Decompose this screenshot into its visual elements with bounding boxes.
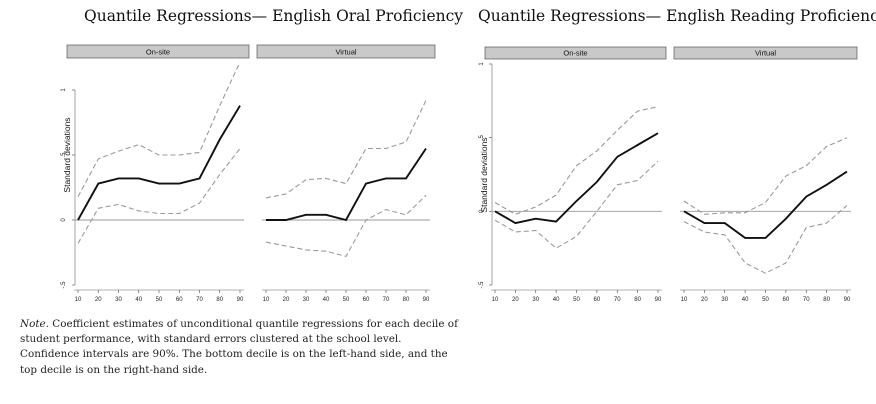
chart1-panel0-x-tick-label: 90	[655, 297, 662, 303]
chart1-panel0-ci-upper-line	[494, 106, 659, 215]
chart0-y-tick-label: 0	[61, 218, 67, 222]
chart0-panel1-x-tick-label: 50	[343, 297, 350, 303]
chart0-y-axis-label: Standard deviations	[62, 117, 72, 192]
chart0-panel0-ci-lower-line	[77, 148, 241, 244]
chart1-panel1-strip	[673, 46, 858, 60]
chart1-panel1-ci-upper-line	[683, 137, 848, 215]
chart1-panel0-strip-label: On-site	[563, 49, 587, 58]
chart0-panel1-x-tick-label: 70	[383, 297, 390, 303]
chart0-panel1-x-tick-label: 20	[283, 297, 290, 303]
figure-title-oral: Quantile Regressions— English Oral Profi…	[84, 7, 464, 25]
chart0-panel0-x-tick-label: 90	[237, 297, 244, 303]
chart0-panel0-strip	[66, 44, 250, 59]
chart0-panel1-ci-upper-line	[265, 100, 427, 199]
note-text: Coefficient estimates of unconditional q…	[20, 318, 458, 376]
figure-title-reading: Quantile Regressions— English Reading Pr…	[478, 7, 876, 25]
chart1-y-tick-label: -.5	[479, 281, 485, 289]
chart0-panel1-strip	[256, 44, 436, 59]
chart1-y-tick-label: 0	[479, 209, 485, 213]
chart1-panel0-x-tick-label: 50	[573, 297, 580, 303]
chart0-y-tick-label: .5	[61, 152, 67, 158]
chart1-y-tick-label: 1	[479, 62, 485, 66]
chart1-y-axis-label: Standard deviations	[479, 137, 489, 212]
chart1-panel1-estimate-line	[683, 170, 848, 239]
chart1-panel0-x-tick-label: 30	[532, 297, 539, 303]
chart1-panel1-x-tick-label: 70	[803, 297, 810, 303]
chart0-panel1-x-tick-label: 30	[303, 297, 310, 303]
chart0-panel1-ci-lower-line	[265, 194, 427, 258]
chart0-y-tick-label: 1	[61, 88, 67, 92]
chart1-panel1-x-tick-label: 30	[721, 297, 728, 303]
chart0-panel0-x-tick-label: 80	[216, 297, 223, 303]
chart1-panel1-x-tick-label: 40	[742, 297, 749, 303]
chart0-panel0-estimate-line	[77, 105, 241, 221]
chart0-panel1-x-tick-label: 10	[263, 297, 270, 303]
chart1-panel1-x-tick-label: 50	[762, 297, 769, 303]
chart0-y-tick-label: -.5	[61, 281, 67, 289]
chart1-panel0-x-tick-label: 70	[614, 297, 621, 303]
chart0-panel0-strip-label: On-site	[146, 48, 170, 57]
chart0-panel0-x-tick-label: 30	[115, 297, 122, 303]
chart1-panel0-x-tick-label: 60	[594, 297, 601, 303]
chart1-panel0-x-tick-label: 40	[553, 297, 560, 303]
note-label: Note.	[20, 318, 49, 330]
chart0-panel0-x-tick-label: 70	[196, 297, 203, 303]
chart0-panel1-estimate-line	[266, 147, 427, 222]
chart1-panel0-x-tick-label: 80	[634, 297, 641, 303]
chart0-panel0-x-tick-label: 10	[75, 297, 82, 303]
chart0-panel0-x-tick-label: 40	[135, 297, 142, 303]
chart1-panel1-ci-lower-line	[683, 204, 848, 274]
figure-note: Note. Coefficient estimates of unconditi…	[20, 317, 460, 378]
chart0-panel0-x-tick-label: 50	[156, 297, 163, 303]
chart0-panel1-x-tick-label: 60	[363, 297, 370, 303]
chart1-panel1-x-tick-label: 90	[844, 297, 851, 303]
chart1-panel1-x-tick-label: 20	[701, 297, 708, 303]
chart1-y-tick-label: .5	[479, 135, 485, 141]
chart1-panel1-x-tick-label: 10	[681, 297, 688, 303]
chart0-panel0-x-tick-label: 20	[95, 297, 102, 303]
chart0-panel1-strip-label: Virtual	[335, 48, 356, 57]
chart1-panel0-strip	[484, 46, 667, 60]
chart1-panel1-x-tick-label: 60	[783, 297, 790, 303]
chart1-panel0-x-tick-label: 20	[512, 297, 519, 303]
chart1-panel0-x-tick-label: 10	[492, 297, 499, 303]
chart1-panel1-x-tick-label: 80	[823, 297, 830, 303]
chart0-panel0-x-tick-label: 60	[176, 297, 183, 303]
chart0-panel1-x-tick-label: 80	[403, 297, 410, 303]
chart0-panel1-x-tick-label: 90	[423, 297, 430, 303]
chart0-panel0-ci-upper-line	[77, 61, 241, 197]
chart1-panel0-ci-lower-line	[494, 160, 659, 249]
chart0-panel1-x-tick-label: 40	[323, 297, 330, 303]
chart1-panel1-strip-label: Virtual	[755, 49, 776, 58]
chart1-panel0-estimate-line	[494, 132, 659, 225]
